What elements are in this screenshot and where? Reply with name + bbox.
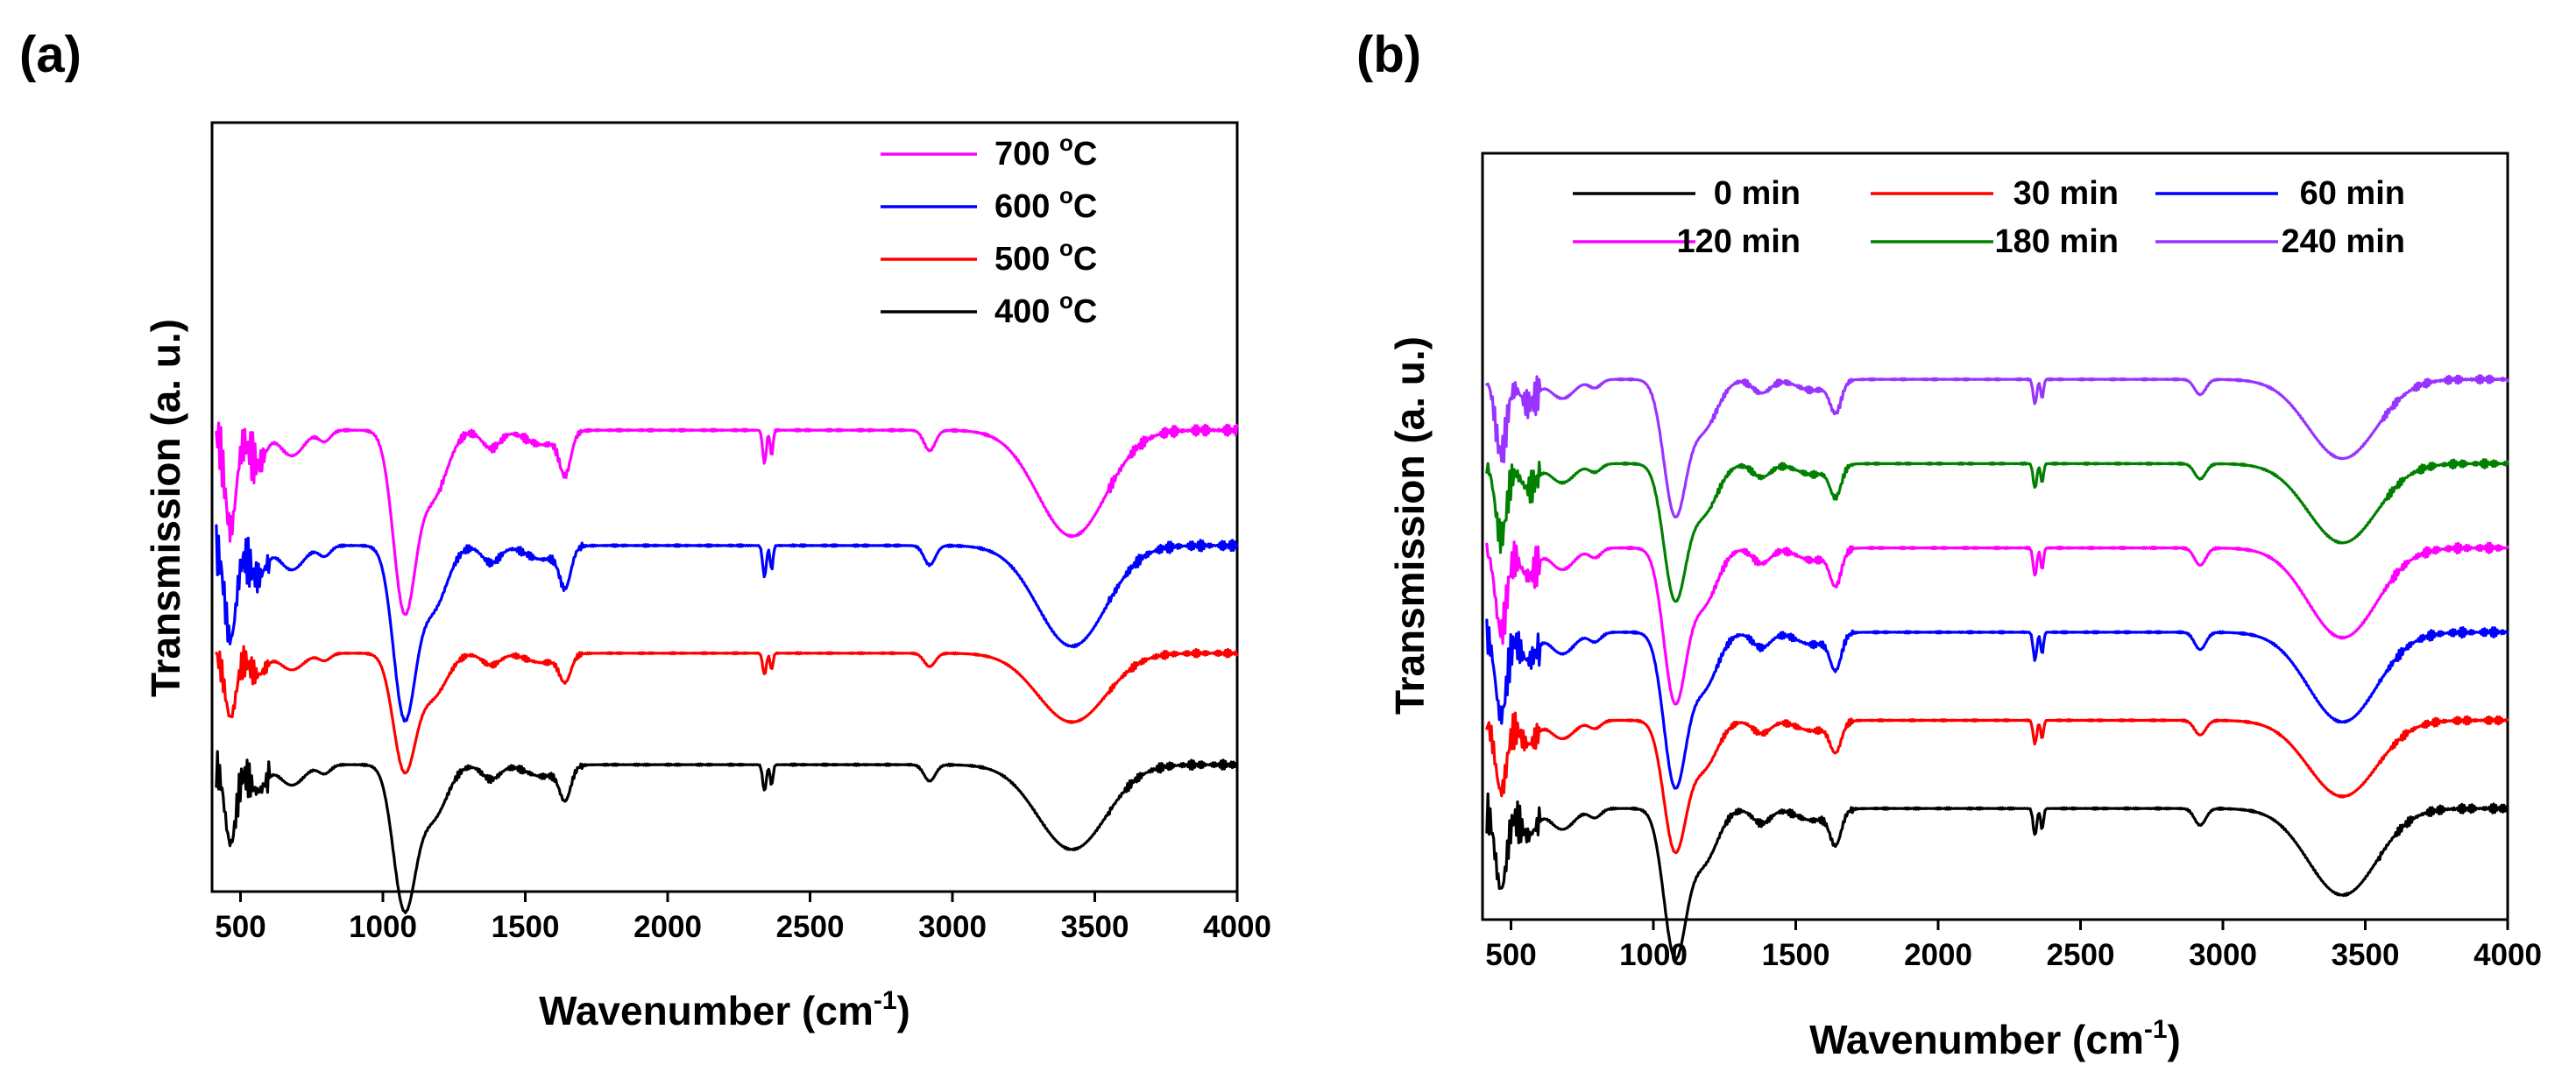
series-line-30-min [1485,711,2509,855]
chart-panel-b: (b) 500 1000 1500 2000 2500 3000 3500 4000 Wavenu… [1356,26,2542,1062]
legend-label: 60 min [2300,175,2405,212]
series-line-500-c [215,645,1239,775]
x-axis-title: Wavenumber (cm-1) [539,986,910,1033]
series-line-60-min [1485,618,2509,790]
x-tick-label: 3500 [2332,938,2400,972]
series-line-120-min [1485,540,2509,706]
series-line-700-c [215,421,1239,617]
x-tick-label: 1000 [349,910,417,944]
legend-label: 400 oC [994,287,1097,330]
legend-label: 700 oC [994,130,1097,173]
x-tick-label: 500 [1485,938,1536,972]
x-tick-label: 500 [215,910,265,944]
series-line-400-c [215,750,1239,914]
series-line-600-c [215,524,1239,723]
plot-frame [210,121,1239,893]
legend-label: 0 min [1714,175,1801,212]
chart-panel-a: (a) 500 1000 1500 2000 2500 3000 3500 4000 Wavenu… [19,26,1271,1033]
series-line-180-min [1485,458,2509,603]
x-tick-label: 3000 [918,910,987,944]
x-tick-label: 1500 [492,910,560,944]
legend-label: 240 min [2281,223,2405,260]
series-line-0-min [1485,792,2509,962]
x-tick-label: 4000 [2473,938,2542,972]
legend-label: 500 oC [994,235,1097,278]
panel-label: (b) [1356,26,1421,83]
legend-label: 120 min [1676,223,1801,260]
x-tick-label: 2000 [633,910,702,944]
x-tick-label: 1000 [1619,938,1688,972]
x-tick-label: 3000 [2189,938,2257,972]
y-axis-title: Transmission (a. u.) [143,319,188,697]
y-axis-title: Transmission (a. u.) [1387,336,1433,715]
x-axis-title: Wavenumber (cm-1) [1809,1015,2181,1062]
x-tick-label: 2500 [2047,938,2115,972]
x-tick-label: 4000 [1203,910,1271,944]
plot-frame [1481,152,2509,921]
x-tick-label: 3500 [1061,910,1129,944]
legend-label: 600 oC [994,182,1097,225]
x-tick-label: 2000 [1904,938,1972,972]
x-tick-label: 2500 [776,910,845,944]
legend-label: 180 min [1994,223,2119,260]
panel-label: (a) [19,26,81,83]
x-tick-label: 1500 [1762,938,1830,972]
series-line-240-min [1485,374,2509,518]
legend-label: 30 min [2013,175,2119,212]
